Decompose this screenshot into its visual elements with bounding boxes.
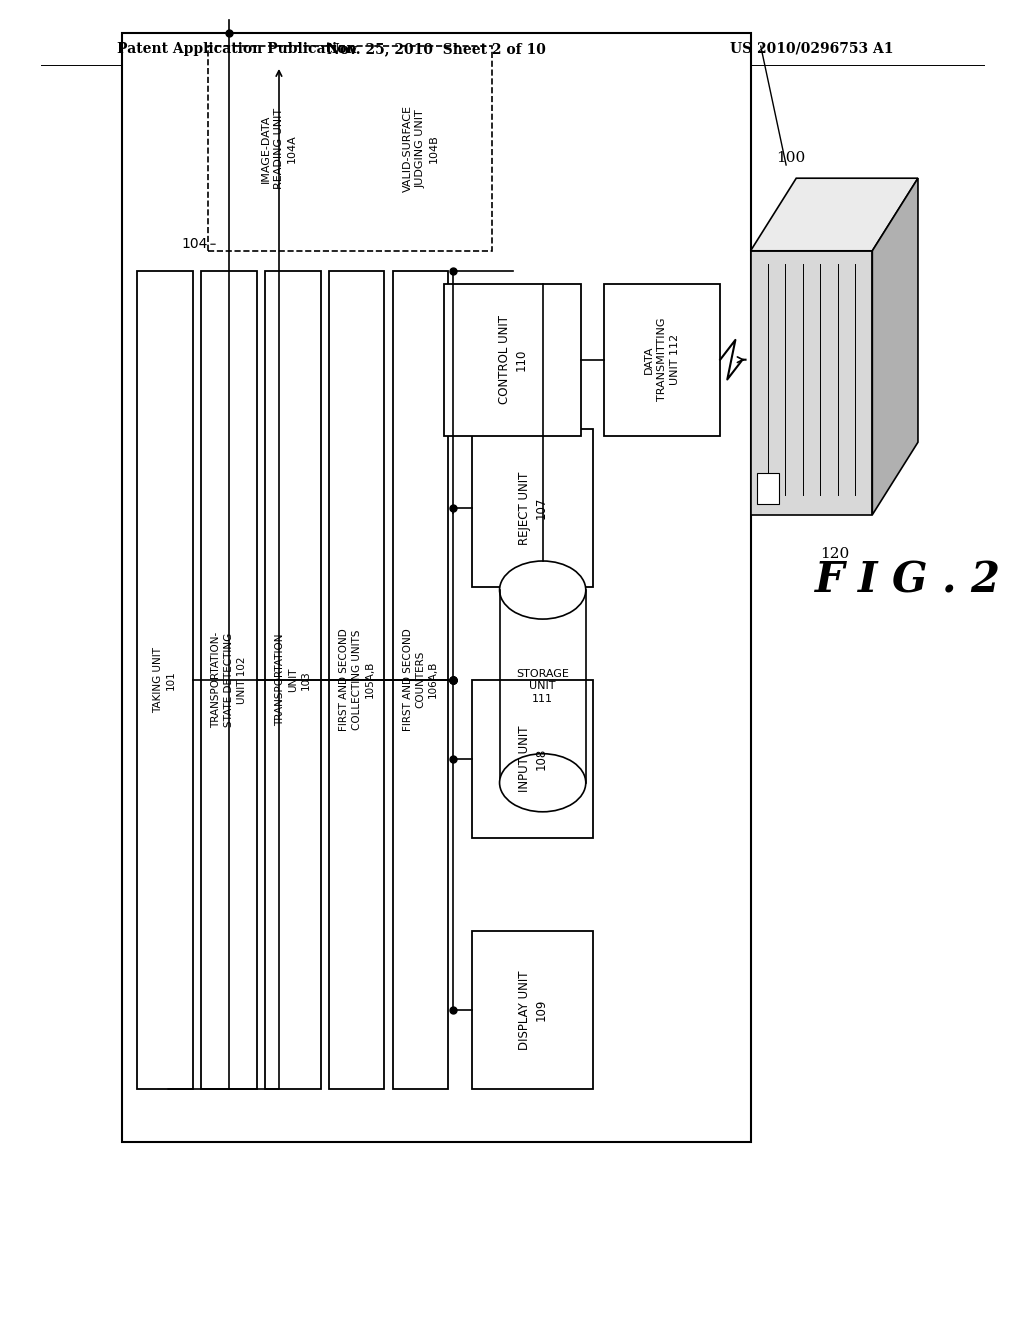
Bar [329, 271, 384, 1089]
Text: TRANSPORTATION
UNIT
103: TRANSPORTATION UNIT 103 [274, 634, 310, 726]
Bar [444, 284, 582, 436]
Polygon shape [751, 251, 872, 515]
Bar [265, 271, 321, 1089]
Polygon shape [751, 178, 918, 251]
Bar [603, 284, 720, 436]
Bar [500, 755, 586, 784]
Bar [757, 473, 778, 504]
Text: STORAGE
UNIT
111: STORAGE UNIT 111 [516, 669, 569, 704]
Text: IMAGE-DATA
READING UNIT
104A: IMAGE-DATA READING UNIT 104A [261, 108, 297, 189]
Bar [360, 66, 482, 231]
Text: REJECT UNIT
107: REJECT UNIT 107 [518, 471, 547, 545]
Text: 100: 100 [776, 152, 806, 165]
Text: DISPLAY UNIT
109: DISPLAY UNIT 109 [518, 970, 547, 1049]
Ellipse shape [500, 561, 586, 619]
Bar [218, 66, 340, 231]
Bar [122, 33, 751, 1142]
Bar [472, 931, 593, 1089]
Text: 104: 104 [181, 238, 208, 251]
Text: DATA
TRANSMITTING
UNIT 112: DATA TRANSMITTING UNIT 112 [644, 318, 680, 401]
Bar [201, 271, 257, 1089]
Bar [392, 271, 449, 1089]
Text: INPUT UNIT
108: INPUT UNIT 108 [518, 726, 547, 792]
Text: Patent Application Publication: Patent Application Publication [117, 42, 356, 55]
Text: Nov. 25, 2010  Sheet 2 of 10: Nov. 25, 2010 Sheet 2 of 10 [327, 42, 546, 55]
Text: F I G . 2: F I G . 2 [815, 560, 1000, 602]
Text: CONTROL UNIT
110: CONTROL UNIT 110 [498, 315, 527, 404]
Text: FIRST AND SECOND
COUNTERS
106A,B: FIRST AND SECOND COUNTERS 106A,B [402, 628, 438, 731]
Text: TAKING UNIT
101: TAKING UNIT 101 [154, 647, 176, 713]
Bar [472, 429, 593, 587]
Text: VALID-SURFACE
JUDGING UNIT
104B: VALID-SURFACE JUDGING UNIT 104B [403, 106, 438, 191]
Polygon shape [872, 178, 918, 515]
Bar [208, 46, 492, 251]
Text: FIRST AND SECOND
COLLECTING UNITS
105A,B: FIRST AND SECOND COLLECTING UNITS 105A,B [339, 628, 375, 731]
Text: TRANSPORTATION-
STATE DETECTING
UNIT 102: TRANSPORTATION- STATE DETECTING UNIT 102 [211, 632, 247, 727]
Ellipse shape [500, 754, 586, 812]
Bar [137, 271, 193, 1089]
Text: 120: 120 [819, 548, 849, 561]
Text: US 2010/0296753 A1: US 2010/0296753 A1 [730, 42, 893, 55]
Bar [472, 680, 593, 838]
